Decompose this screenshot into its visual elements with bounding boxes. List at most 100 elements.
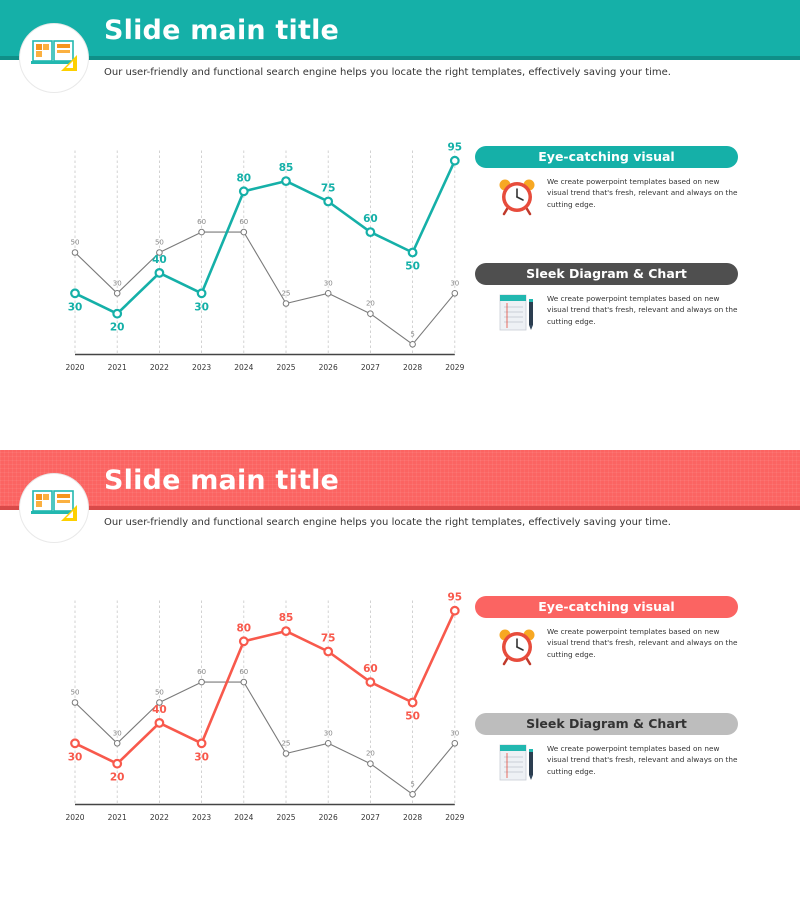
data-point-secondary (240, 678, 248, 686)
data-point-main (407, 697, 418, 708)
data-point-secondary (367, 760, 374, 768)
data-point-secondary (409, 791, 416, 798)
alarm-clock-icon (499, 629, 535, 666)
data-point-secondary (324, 740, 332, 747)
data-label-main: 30 (68, 751, 83, 763)
data-label-secondary: 30 (450, 279, 459, 287)
data-label-secondary: 30 (324, 729, 333, 737)
info-box-eye-catching: Eye-catching visual We create powerpoint… (475, 146, 738, 216)
data-label-main: 80 (236, 622, 251, 634)
data-label-main: 95 (447, 142, 462, 154)
data-point-main (196, 288, 207, 299)
data-point-main (407, 247, 418, 258)
series-line-secondary (74, 231, 456, 345)
data-label-secondary: 60 (239, 218, 248, 226)
x-tick-label: 2025 (276, 363, 295, 372)
data-point-main (323, 646, 334, 657)
data-point-secondary (198, 228, 205, 236)
x-tick-label: 2023 (192, 363, 211, 372)
info-box-sleek-diagram: Sleek Diagram & Chart We create powerpoi… (475, 713, 738, 783)
data-point-secondary (282, 300, 290, 307)
data-point-secondary (324, 290, 332, 297)
data-label-secondary: 20 (366, 750, 375, 758)
data-label-secondary: 60 (197, 218, 206, 226)
x-tick-label: 2028 (403, 813, 422, 822)
series-line-main (74, 610, 456, 766)
data-label-secondary: 30 (324, 279, 333, 287)
data-label-main: 80 (236, 172, 251, 184)
data-point-main (112, 308, 123, 319)
info-heading: Eye-catching visual (475, 146, 738, 168)
x-tick-label: 2024 (234, 363, 253, 372)
data-label-secondary: 20 (366, 300, 375, 308)
data-point-main (196, 738, 207, 749)
book-ruler-icon (31, 490, 77, 521)
info-text: We create powerpoint templates based on … (547, 627, 738, 659)
info-text: We create powerpoint templates based on … (547, 177, 738, 209)
info-heading: Sleek Diagram & Chart (475, 713, 738, 735)
data-label-secondary: 30 (113, 279, 122, 287)
data-label-main: 30 (68, 301, 83, 313)
data-label-main: 30 (194, 301, 209, 313)
x-tick-label: 2020 (65, 813, 84, 822)
data-label-main: 85 (279, 162, 294, 174)
data-label-main: 30 (194, 751, 209, 763)
header-band (0, 0, 800, 59)
x-tick-label: 2027 (361, 813, 380, 822)
x-tick-label: 2026 (319, 813, 338, 822)
data-label-secondary: 5 (410, 780, 414, 788)
slide-title: Slide main title (104, 15, 340, 46)
series-line-main (74, 160, 456, 316)
x-tick-label: 2025 (276, 813, 295, 822)
data-point-main (70, 738, 80, 749)
info-text: We create powerpoint templates based on … (547, 744, 738, 776)
data-point-secondary (409, 341, 416, 348)
data-label-secondary: 60 (197, 668, 206, 676)
slide-subtitle: Our user-friendly and functional search … (104, 67, 671, 78)
info-text: We create powerpoint templates based on … (547, 294, 738, 326)
x-tick-label: 2024 (234, 813, 253, 822)
x-tick-label: 2023 (192, 813, 211, 822)
data-point-secondary (367, 310, 374, 318)
data-point-secondary (451, 740, 459, 747)
data-point-secondary (282, 750, 290, 757)
data-label-main: 20 (110, 772, 125, 784)
data-point-main (154, 268, 165, 278)
data-point-secondary (71, 699, 79, 706)
data-point-secondary (240, 228, 248, 236)
info-heading: Sleek Diagram & Chart (475, 263, 738, 285)
data-label-main: 20 (110, 322, 125, 334)
data-point-main (70, 288, 80, 299)
data-label-secondary: 30 (113, 729, 122, 737)
data-point-secondary (198, 678, 205, 686)
data-point-main (281, 176, 291, 187)
x-tick-label: 2029 (445, 363, 464, 372)
notepad-pen-icon (499, 744, 533, 781)
header-shade (0, 506, 800, 510)
data-label-main: 95 (447, 592, 462, 604)
x-tick-label: 2022 (150, 813, 169, 822)
data-point-secondary (71, 249, 79, 256)
data-label-main: 50 (405, 711, 420, 723)
data-label-secondary: 50 (71, 239, 80, 247)
x-tick-label: 2028 (403, 363, 422, 372)
x-tick-label: 2029 (445, 813, 464, 822)
data-point-main (323, 196, 334, 207)
data-point-main (154, 718, 165, 728)
data-point-main (365, 227, 376, 238)
data-point-main (281, 626, 291, 637)
data-point-main (238, 186, 249, 197)
alarm-clock-icon (499, 179, 535, 216)
data-point-main (112, 758, 123, 769)
x-tick-label: 2020 (65, 363, 84, 372)
series-line-secondary (74, 681, 456, 795)
data-label-main: 75 (321, 183, 336, 195)
data-label-secondary: 60 (239, 668, 248, 676)
book-ruler-icon (31, 40, 77, 71)
slide-title: Slide main title (104, 465, 340, 496)
info-box-sleek-diagram: Sleek Diagram & Chart We create powerpoi… (475, 263, 738, 333)
data-point-main (449, 155, 460, 166)
data-label-main: 75 (321, 633, 336, 645)
data-label-main: 50 (405, 261, 420, 273)
data-label-main: 60 (363, 213, 378, 225)
